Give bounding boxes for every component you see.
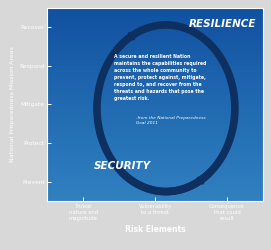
Bar [47, 100, 263, 104]
Bar [47, 56, 263, 61]
Bar [47, 167, 263, 172]
Bar [47, 134, 263, 138]
Bar [47, 128, 263, 134]
Bar [47, 46, 263, 51]
Text: -from the National Preparedness
Goal 2011: -from the National Preparedness Goal 201… [136, 116, 205, 126]
Text: SECURITY: SECURITY [94, 162, 151, 172]
Bar [47, 51, 263, 56]
Bar [47, 148, 263, 153]
Bar [47, 90, 263, 95]
Bar [47, 70, 263, 75]
Bar [47, 143, 263, 148]
Bar [47, 153, 263, 158]
Bar [47, 36, 263, 42]
Text: RESILIENCE: RESILIENCE [189, 19, 256, 29]
Bar [47, 182, 263, 187]
Y-axis label: National Preparedness Mission Areas: National Preparedness Mission Areas [10, 46, 15, 162]
Bar [47, 66, 263, 70]
Bar [47, 114, 263, 119]
Bar [47, 158, 263, 162]
Bar [47, 177, 263, 182]
Bar [47, 124, 263, 128]
Bar [47, 95, 263, 100]
Bar [47, 32, 263, 36]
Bar [47, 138, 263, 143]
Bar [47, 22, 263, 27]
Bar [47, 104, 263, 109]
Bar [47, 192, 263, 196]
Bar [47, 119, 263, 124]
Bar [47, 172, 263, 177]
Bar [47, 8, 263, 12]
Bar [47, 12, 263, 17]
Bar [47, 196, 263, 201]
Bar [47, 187, 263, 192]
Bar [47, 109, 263, 114]
Bar [47, 17, 263, 22]
Bar [47, 162, 263, 167]
Bar [47, 80, 263, 85]
Bar [47, 85, 263, 90]
X-axis label: Risk Elements: Risk Elements [125, 225, 185, 234]
Bar [47, 42, 263, 46]
Text: A secure and resilient Nation
maintains the capabilities required
across the who: A secure and resilient Nation maintains … [114, 54, 207, 101]
Bar [47, 27, 263, 32]
Bar [47, 75, 263, 80]
Bar [47, 61, 263, 66]
